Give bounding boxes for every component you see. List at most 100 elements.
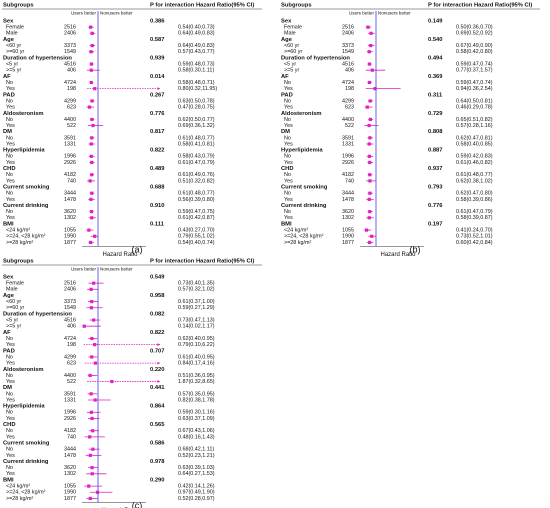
row-n: 406: [345, 68, 354, 74]
ci-label: 0.62(0.38,1.02): [456, 178, 493, 184]
group-name: BMI: [281, 221, 292, 227]
ci-label: 0.63(0.39,1.03): [178, 465, 215, 471]
row-n: 2406: [64, 287, 76, 293]
ci-label: 0.58(0.39,0.86): [456, 197, 493, 203]
ci-label: 0.62(0.40,0.95): [178, 336, 215, 342]
ci-label: 0.42(0.14,1.26): [178, 484, 215, 490]
ci-label: 0.61(0.48,0.77): [456, 172, 493, 178]
hr-point: [367, 154, 372, 158]
row-n: 4299: [64, 98, 76, 104]
row-n: 1549: [64, 305, 76, 311]
p-value: 0.565: [150, 422, 165, 428]
row-n: 1055: [342, 228, 354, 234]
ci-label: 0.62(0.47,0.80): [456, 191, 493, 197]
hr-point: [365, 105, 369, 109]
p-value: 0.776: [150, 111, 165, 117]
row-label: Yes: [284, 178, 293, 184]
ci-label: 0.58(0.42,0.80): [456, 49, 493, 55]
group-name: Duration of hypertension: [281, 55, 350, 61]
p-value: 0.149: [428, 19, 443, 25]
ci-label: 0.69(0.36,1.32): [178, 123, 215, 129]
hr-point: [91, 123, 95, 128]
hr-point: [368, 117, 372, 121]
row-label: Yes: [6, 379, 15, 385]
p-value: 0.369: [428, 74, 443, 80]
row-n: 1996: [64, 410, 76, 416]
group-name: BMI: [3, 221, 14, 227]
row-label: Female: [284, 25, 302, 31]
group-name: Sex: [3, 19, 14, 25]
row-label: Yes: [6, 453, 15, 459]
ci-label: 0.58(0.48,0.71): [178, 80, 215, 86]
hr-point: [91, 447, 95, 451]
row-label: Yes: [6, 86, 15, 92]
hr-point: [90, 300, 94, 304]
row-label: No: [6, 172, 13, 178]
row-label: Yes: [6, 397, 15, 403]
hr-point: [367, 80, 372, 85]
ci-label: 0.63(0.37,1.09): [178, 416, 215, 422]
right-label: Nonusers better: [378, 11, 411, 16]
row-label: Yes: [6, 160, 15, 166]
row-label: No: [284, 117, 291, 123]
hr-point: [89, 306, 94, 310]
ci-label: 0.62(0.50,0.77): [178, 117, 215, 123]
hr-point: [89, 287, 93, 291]
group-name: Sex: [3, 275, 14, 281]
row-label: No: [284, 209, 291, 215]
ci-arrow: [157, 343, 160, 347]
ci-label: 0.14(0.02,1.17): [178, 324, 215, 330]
ci-label: 0.65(0.51,0.82): [456, 117, 493, 123]
ci-label: 0.52(0.28,0.97): [178, 496, 215, 502]
row-label: Yes: [6, 178, 15, 184]
row-n: 1996: [64, 154, 76, 160]
ci-label: 0.58(0.39,0.87): [456, 215, 493, 221]
ci-label: 0.56(0.39,0.80): [178, 197, 215, 203]
group-name: CHD: [3, 166, 16, 172]
group-name: Aldosteronism: [3, 367, 44, 373]
row-n: 1877: [342, 240, 354, 246]
ci-label: 0.64(0.50,0.81): [456, 98, 493, 104]
hr-point: [368, 99, 372, 103]
row-n: 406: [67, 68, 76, 74]
row-label: Male: [6, 287, 18, 293]
row-label: Yes: [6, 471, 15, 477]
x-axis-label: Hazard Ratio: [102, 252, 138, 258]
row-n: 2926: [342, 160, 354, 166]
hr-point: [90, 160, 94, 165]
ci-label: 0.67(0.49,0.90): [456, 43, 493, 49]
ci-label: 0.73(0.40,1.35): [178, 281, 215, 287]
row-label: Yes: [284, 123, 293, 129]
row-label: <5 yr: [6, 317, 18, 323]
row-n: 3620: [342, 209, 354, 215]
row-label: No: [6, 80, 13, 86]
hr-point: [90, 416, 94, 421]
row-label: <60 yr: [284, 43, 299, 49]
ci-label: 1.87(0.32,8.65): [178, 379, 215, 385]
ci-label: 0.84(0.17,4.16): [178, 361, 215, 367]
hr-point: [87, 105, 92, 109]
panel-caption: (a): [132, 244, 143, 254]
row-n: 198: [67, 86, 76, 92]
row-n: 623: [67, 105, 76, 111]
ci-label: 0.52(0.23,1.21): [178, 453, 215, 459]
row-label: No: [6, 391, 13, 397]
row-n: 3444: [64, 447, 76, 453]
hr-point: [90, 136, 94, 140]
hr-point: [369, 44, 373, 48]
ci-label: 0.61(0.47,0.79): [456, 209, 493, 215]
ci-label: 0.61(0.49,0.76): [178, 172, 215, 178]
row-n: 3620: [64, 465, 76, 471]
hr-point: [364, 228, 369, 232]
row-n: 1549: [342, 49, 354, 55]
ci-label: 0.58(0.30,1.11): [178, 68, 214, 74]
hr-point: [90, 99, 94, 103]
row-label: >=60 yr: [6, 49, 24, 55]
hr-point: [368, 210, 372, 214]
row-label: Yes: [6, 342, 15, 348]
hr-point: [91, 429, 95, 433]
group-name: Aldosteronism: [281, 111, 322, 117]
row-n: 1302: [342, 215, 354, 221]
p-value: 0.014: [150, 74, 165, 80]
row-label: No: [6, 209, 13, 215]
